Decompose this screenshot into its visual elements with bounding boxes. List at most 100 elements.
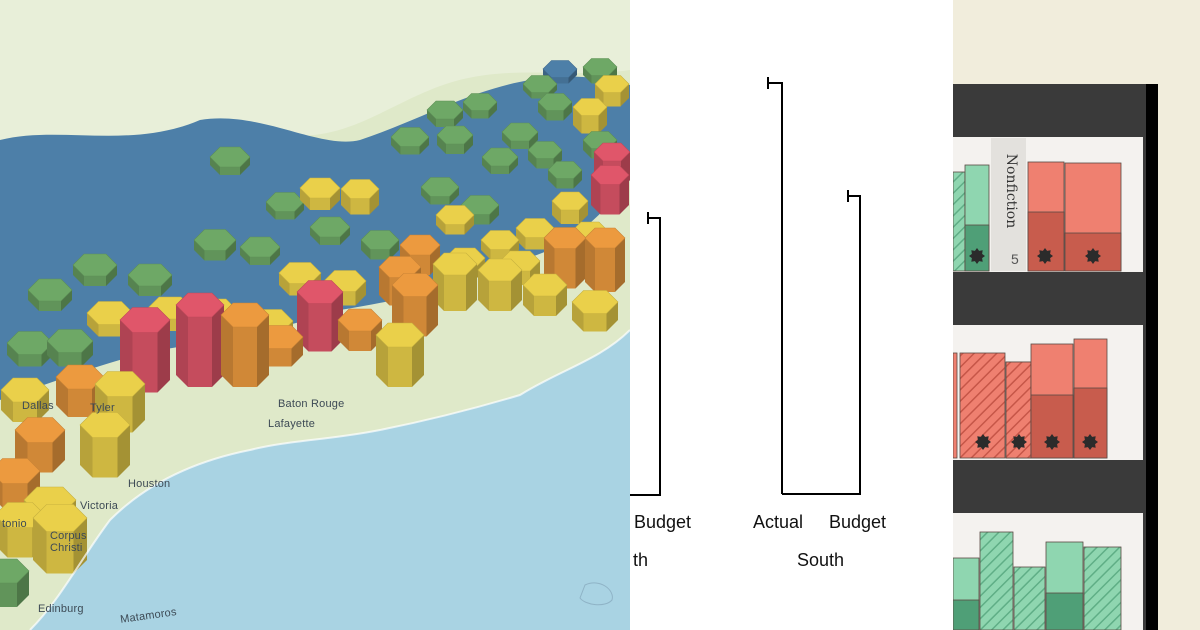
hex-right-face	[117, 425, 130, 478]
hex-front-face	[188, 317, 212, 387]
hex-column	[296, 280, 344, 352]
hex-column	[79, 412, 131, 478]
label-actual: Actual	[753, 512, 804, 532]
hex-left-face	[427, 110, 436, 127]
hex-right-face	[419, 137, 429, 155]
hex-right-face	[340, 227, 350, 245]
hex-top-face	[209, 146, 251, 168]
hex-front-face	[600, 184, 620, 215]
book	[1013, 566, 1046, 630]
hex-column	[436, 125, 474, 154]
hex-front-face	[546, 110, 564, 121]
hex-front-face	[13, 402, 37, 422]
hex-column	[432, 252, 478, 311]
map-label-tyler: Tyler	[90, 402, 115, 414]
hex-right-face	[568, 69, 577, 84]
hex-top-face	[547, 161, 583, 179]
hex-front-face	[489, 281, 511, 311]
hex-front-face	[444, 275, 466, 311]
hex-right-face	[426, 285, 438, 337]
hex-front-face	[310, 198, 330, 210]
hex-column	[239, 236, 281, 265]
hex-front-face	[536, 158, 554, 169]
hex-right-face	[294, 202, 304, 220]
hex-left-face	[436, 215, 446, 235]
hex-top-face	[584, 227, 626, 249]
hex-left-face	[194, 240, 205, 261]
hex-left-face	[437, 135, 446, 154]
hex-top-face	[378, 256, 422, 278]
hex-column	[0, 377, 50, 422]
hex-right-face	[449, 187, 459, 205]
hex-top-face	[527, 141, 563, 159]
hex-right-face	[511, 270, 522, 311]
hex-column	[127, 263, 173, 296]
hex-front-face	[18, 354, 42, 367]
book-badge-icon	[1011, 434, 1027, 450]
hex-left-face	[463, 102, 472, 119]
hex-left-face	[583, 140, 592, 159]
hex-front-face	[233, 327, 257, 387]
hex-left-face	[481, 240, 491, 260]
hex-column	[462, 93, 498, 119]
map-label-dallas: Dallas	[22, 400, 54, 412]
hex-column	[0, 458, 41, 508]
hex-column	[542, 60, 578, 84]
hex-columns	[0, 58, 630, 607]
map-label-baton-rouge: Baton Rouge	[278, 398, 345, 410]
hex-front-face	[534, 296, 556, 316]
hex-column	[27, 278, 73, 311]
hex-front-face	[388, 347, 412, 387]
hex-column	[527, 141, 563, 169]
hex-column	[375, 322, 425, 387]
hex-right-face	[454, 110, 463, 127]
hex-right-face	[157, 320, 170, 393]
hex-top-face	[337, 308, 383, 332]
hex-front-face	[46, 531, 74, 574]
book-badge-icon	[1085, 248, 1101, 264]
hex-column	[501, 122, 539, 149]
hex-left-face	[523, 285, 534, 316]
hex-top-face	[239, 236, 281, 258]
label-group-south: South	[797, 550, 845, 570]
section-label: Nonfiction	[1003, 153, 1019, 229]
hex-left-face	[516, 228, 526, 250]
coastline	[29, 329, 630, 630]
hex-right-face	[509, 157, 518, 174]
hex-top-face	[435, 205, 475, 225]
hex-right-face	[106, 265, 117, 286]
hex-top-face	[296, 280, 344, 304]
map-label-edinburg: Edinburg	[38, 603, 84, 615]
hex-left-face	[80, 425, 93, 478]
hex-right-face	[270, 247, 280, 265]
hex-top-face	[127, 263, 173, 287]
book	[953, 352, 958, 459]
book-badge-icon	[969, 248, 985, 264]
hex-front-face	[275, 211, 295, 220]
hex-left-face	[361, 240, 371, 260]
hex-right-face	[37, 390, 49, 422]
hex-left-face	[176, 305, 188, 387]
book	[1083, 546, 1122, 630]
hex-right-face	[240, 157, 250, 175]
section-count: 5	[1011, 251, 1019, 267]
hex-top-face	[522, 75, 558, 93]
hex-top-face	[593, 142, 630, 162]
hex-front-face	[511, 141, 529, 149]
hex-column	[0, 558, 30, 607]
hex-right-face	[615, 238, 625, 292]
hex-column	[6, 331, 54, 367]
label-group-left-partial: th	[633, 550, 649, 570]
hex-top-face	[391, 273, 439, 297]
hex-front-face	[595, 248, 615, 292]
hex-front-face	[308, 303, 332, 352]
hex-top-face	[551, 191, 589, 211]
northern-land-detail	[0, 0, 630, 145]
label-budget: Budget	[829, 512, 887, 532]
hex-left-face	[33, 518, 47, 574]
hex-column	[426, 100, 464, 127]
hex-right-face	[619, 175, 629, 215]
hex-left-face	[47, 341, 59, 367]
hex-top-face	[14, 417, 66, 443]
south-actual-bar	[768, 82, 783, 494]
